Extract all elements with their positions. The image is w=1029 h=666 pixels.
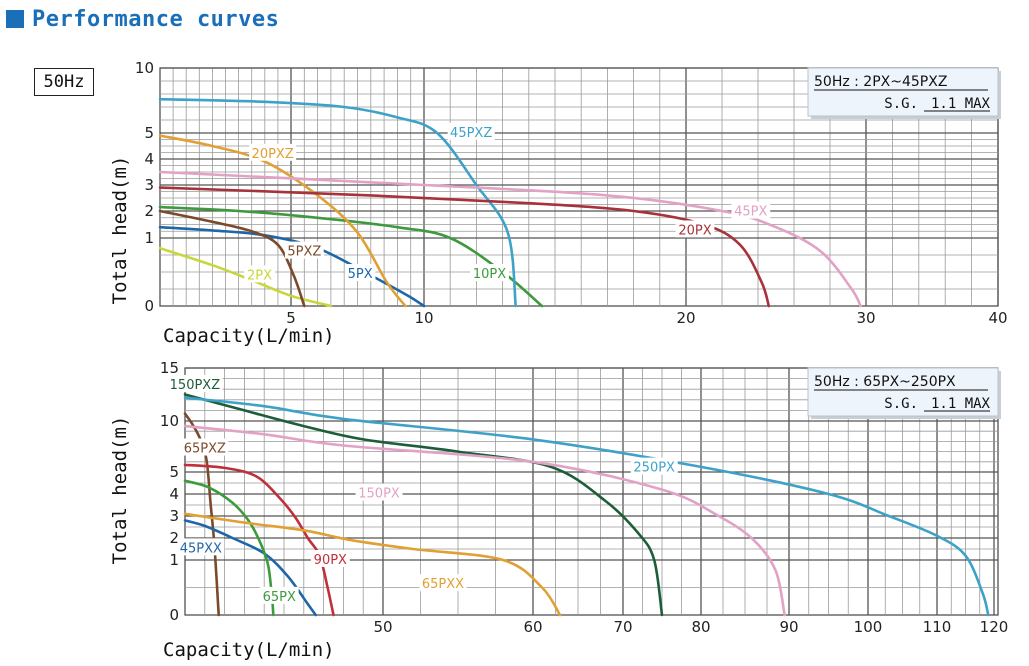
- x-tick-label: 70: [613, 618, 632, 636]
- series-label-backing: [675, 220, 715, 238]
- y-tick-label: 0: [144, 297, 154, 315]
- y-axis-label: Total head(m): [109, 156, 131, 305]
- series-label-backing: [177, 538, 225, 556]
- y-tick-label: 4: [144, 150, 154, 168]
- series-label-backing: [355, 483, 403, 501]
- series-line-20pxz: [158, 134, 407, 308]
- x-tick-label: 90: [779, 618, 798, 636]
- chart-1: 5 10 20 30 40 0 1 2 3 4 5 10 Capacity(L/min) Total he…: [109, 59, 1008, 347]
- series-label-backing: [447, 123, 495, 140]
- y-tick-label: 10: [135, 59, 154, 77]
- series-label-250px: 250PX: [633, 461, 675, 476]
- y-tick-label: 1: [169, 551, 179, 569]
- series-label-150pxz: 150PXZ: [170, 378, 221, 393]
- series-label-150px: 150PX: [358, 487, 400, 502]
- series-label-90px: 90PX: [314, 553, 347, 568]
- series-label-backing: [181, 438, 229, 456]
- series-label-5px: 5PX: [348, 267, 373, 282]
- x-tick-label: 80: [691, 618, 710, 636]
- x-tick-label: 110: [923, 618, 952, 636]
- chart-2: 50 60 70 80 90 100 110 120 0 1 2 3 4 5 10 15 Capacity(L/…: [109, 359, 1008, 661]
- series-label-20pxz: 20PXZ: [252, 147, 294, 162]
- series-label-45pxx: 45PXX: [180, 541, 222, 556]
- info-box: 50Hz : 65PX~250PX S.G. 1.1 MAX: [807, 367, 1001, 419]
- x-tick-label: 40: [988, 309, 1007, 327]
- info-sg-value: 1.1 MAX: [931, 396, 991, 412]
- series-label-backing: [419, 574, 467, 592]
- series-label-45pxz: 45PXZ: [450, 126, 492, 141]
- y-tick-label: 10: [160, 412, 179, 430]
- series-label-backing: [731, 201, 771, 219]
- x-tick-label: 30: [856, 309, 875, 327]
- y-tick-label: 15: [160, 359, 179, 377]
- series-line-20px: [158, 186, 771, 308]
- series-label-20px: 20PX: [678, 223, 711, 238]
- y-axis-label: Total head(m): [109, 416, 131, 565]
- info-sg-label: S.G.: [884, 396, 918, 412]
- info-sg-label: S.G.: [884, 96, 918, 112]
- series-line-45pxz: [158, 97, 517, 308]
- series-label-backing: [244, 265, 275, 283]
- series-line-150px: [183, 424, 786, 617]
- info-title: 50Hz : 65PX~250PX: [814, 374, 956, 390]
- x-tick-label: 20: [676, 309, 695, 327]
- series-label-65pxx: 65PXX: [422, 577, 464, 592]
- series-label-5pxz: 5PXZ: [287, 245, 321, 260]
- frequency-label: 50Hz: [34, 68, 94, 96]
- y-tick-label: 5: [169, 463, 179, 481]
- series-label-backing: [249, 143, 297, 161]
- x-tick-label: 10: [414, 309, 433, 327]
- series-line-5pxz: [158, 209, 306, 308]
- y-tick-label: 4: [169, 485, 179, 503]
- series-label-backing: [344, 264, 376, 282]
- x-tick-label: 120: [980, 618, 1009, 636]
- y-tick-label: 0: [169, 606, 179, 624]
- page-title: Performance curves: [32, 6, 280, 32]
- series-label-backing: [630, 457, 678, 475]
- info-box: 50Hz : 2PX~45PXZ S.G. 1.1 MAX: [807, 67, 1001, 119]
- series-label-2px: 2PX: [247, 268, 272, 283]
- series-label-backing: [310, 550, 350, 567]
- info-sg-value: 1.1 MAX: [931, 96, 991, 112]
- series-label-backing: [470, 264, 509, 282]
- series-label-65pxz: 65PXZ: [184, 442, 226, 457]
- section-header: Performance curves: [6, 4, 279, 34]
- square-bullet-icon: [6, 10, 24, 28]
- x-tick-label: 60: [523, 618, 542, 636]
- series-label-backing: [167, 374, 223, 392]
- series-line-45px: [158, 170, 862, 308]
- y-tick-label: 2: [169, 529, 179, 547]
- series-label-backing: [284, 241, 324, 259]
- x-tick-label: 5: [286, 309, 296, 327]
- info-title: 50Hz : 2PX~45PXZ: [814, 74, 947, 90]
- series-label-45px: 45PX: [734, 205, 767, 220]
- y-tick-label: 3: [169, 507, 179, 525]
- series-line-250px: [183, 396, 990, 617]
- series-label-10px: 10PX: [473, 267, 506, 282]
- x-tick-label: 50: [373, 618, 392, 636]
- x-axis-label: Capacity(L/min): [163, 325, 335, 347]
- series-label-backing: [259, 586, 299, 604]
- y-tick-label: 5: [144, 124, 154, 142]
- y-tick-label: 1: [144, 229, 154, 247]
- y-tick-label: 3: [144, 176, 154, 194]
- x-axis-label: Capacity(L/min): [163, 639, 335, 661]
- series-line-90px: [183, 463, 335, 617]
- series-label-65px: 65PX: [263, 590, 296, 605]
- x-tick-label: 100: [854, 618, 883, 636]
- y-tick-label: 2: [144, 202, 154, 220]
- series-line-65pxx: [183, 512, 562, 617]
